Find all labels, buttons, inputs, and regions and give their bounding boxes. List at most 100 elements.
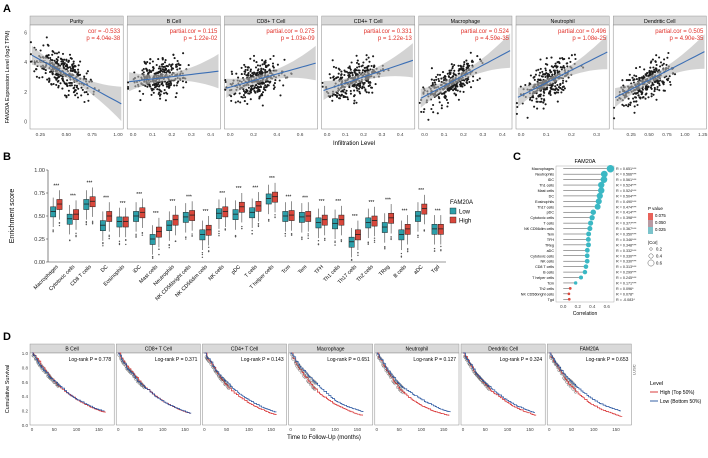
box-xtick-label: Tcm [281,264,293,276]
scatter-point [656,80,659,84]
scatter-point [346,98,350,101]
scatter-point [444,77,447,80]
scatter-point [546,86,549,89]
scatter-point [264,69,267,72]
scatter-point [50,82,53,86]
box-outlier [268,220,270,222]
scatter-point [444,90,447,93]
scatter-point [166,92,169,95]
scatter-point [152,69,155,72]
lollipop-category-label: NK cells [540,260,554,264]
lollipop-r-label: R = 0.332*** [616,249,637,253]
box-outlier [433,247,436,250]
scatter-ci-band [615,34,705,108]
box-body-low [282,211,289,222]
scatter-point [62,60,65,63]
scatter-point [264,84,267,87]
lollipop-legend-p-tick: 0.075 [655,213,666,218]
scatter-point [625,104,628,107]
km-xtick-label: 150 [440,427,448,432]
scatter-point [531,95,534,98]
km-logrank-label: Log-rank P = 0.778 [69,357,112,363]
km-curve-high [376,352,450,416]
box-sig-label: *** [169,199,175,205]
scatter-point [366,69,369,72]
scatter-point [652,83,655,86]
scatter-point [449,86,452,89]
lollipop-category-label: T helper cells [532,276,554,280]
scatter-point [463,61,466,64]
lollipop-r-label: R = 0.078* [616,292,634,296]
scatter-point [539,78,542,81]
scatter-p-label: p = 1.08e-25 [572,36,607,42]
scatter-point [457,98,460,101]
lollipop-legend-size-dot [647,259,655,267]
scatter-point [658,82,661,85]
scatter-fit-line [129,70,219,83]
scatter-point [258,83,261,86]
box-outlier [307,235,309,237]
box-body-low [249,207,256,219]
scatter-point [251,84,254,87]
scatter-p-label: p = 1.22e-13 [378,36,413,42]
box-outlier [52,229,54,231]
scatter-point [256,90,259,93]
scatter-point [659,79,662,82]
scatter-point [668,75,671,78]
scatter-point [358,90,361,93]
lollipop-dot [606,164,615,173]
scatter-point [655,63,658,67]
scatter-point [542,101,545,104]
scatter-point [361,71,364,74]
scatter-point [432,103,435,107]
scatter-point [574,57,577,61]
scatter-point [78,73,82,76]
box-outlier [91,220,94,223]
box-xtick-label: NK CD56dim cells [174,264,209,299]
scatter-point [163,71,166,74]
km-xtick-label: 100 [504,427,512,432]
scatter-point [658,84,661,87]
km-panel-title: CD8+ T Cell [145,347,172,353]
scatter-point [367,91,370,94]
box-sig-label: *** [319,199,325,205]
box-body-low [315,217,322,229]
lollipop-r-label: R = 0.313*** [616,265,637,269]
scatter-point [422,110,425,114]
km-xtick-label: 150 [181,427,189,432]
scatter-point [450,63,453,66]
scatter-point [349,92,352,95]
box-body-low [332,218,338,230]
lollipop-category-label: Th2 cells [539,287,554,291]
scatter-point [533,105,536,108]
scatter-point [469,51,472,54]
scatter-point [655,54,658,57]
scatter-point [659,65,662,68]
box-ytick-label: 0.00 [34,260,45,266]
scatter-point [53,59,56,62]
scatter-point [45,36,48,39]
km-frame [115,352,201,426]
scatter-point [538,93,541,96]
km-logrank-label: Log-rank P = 0.143 [241,357,284,363]
scatter-point [243,91,247,94]
scatter-xtick-label: 0.0 [227,132,234,138]
km-panel-title: B Cell [65,347,78,353]
scatter-point [562,85,565,88]
lollipop-title: FAM20A [574,159,595,165]
box-sig-label: *** [103,195,109,201]
scatter-point [625,79,628,82]
lollipop-xtick-label: 0.0 [560,304,567,309]
scatter-cor-label: partial.cor = 0.496 [558,29,607,35]
scatter-point [650,84,653,87]
scatter-point [59,82,62,85]
scatter-point [544,67,547,70]
scatter-point [127,81,130,84]
scatter-point [347,66,350,69]
scatter-point [70,84,73,87]
km-curve-high [32,352,106,413]
box-outlier [334,244,336,246]
km-logrank-label: Log-rank P = 0.653 [586,357,629,363]
box-outlier [234,234,237,237]
scatter-point [56,80,59,83]
